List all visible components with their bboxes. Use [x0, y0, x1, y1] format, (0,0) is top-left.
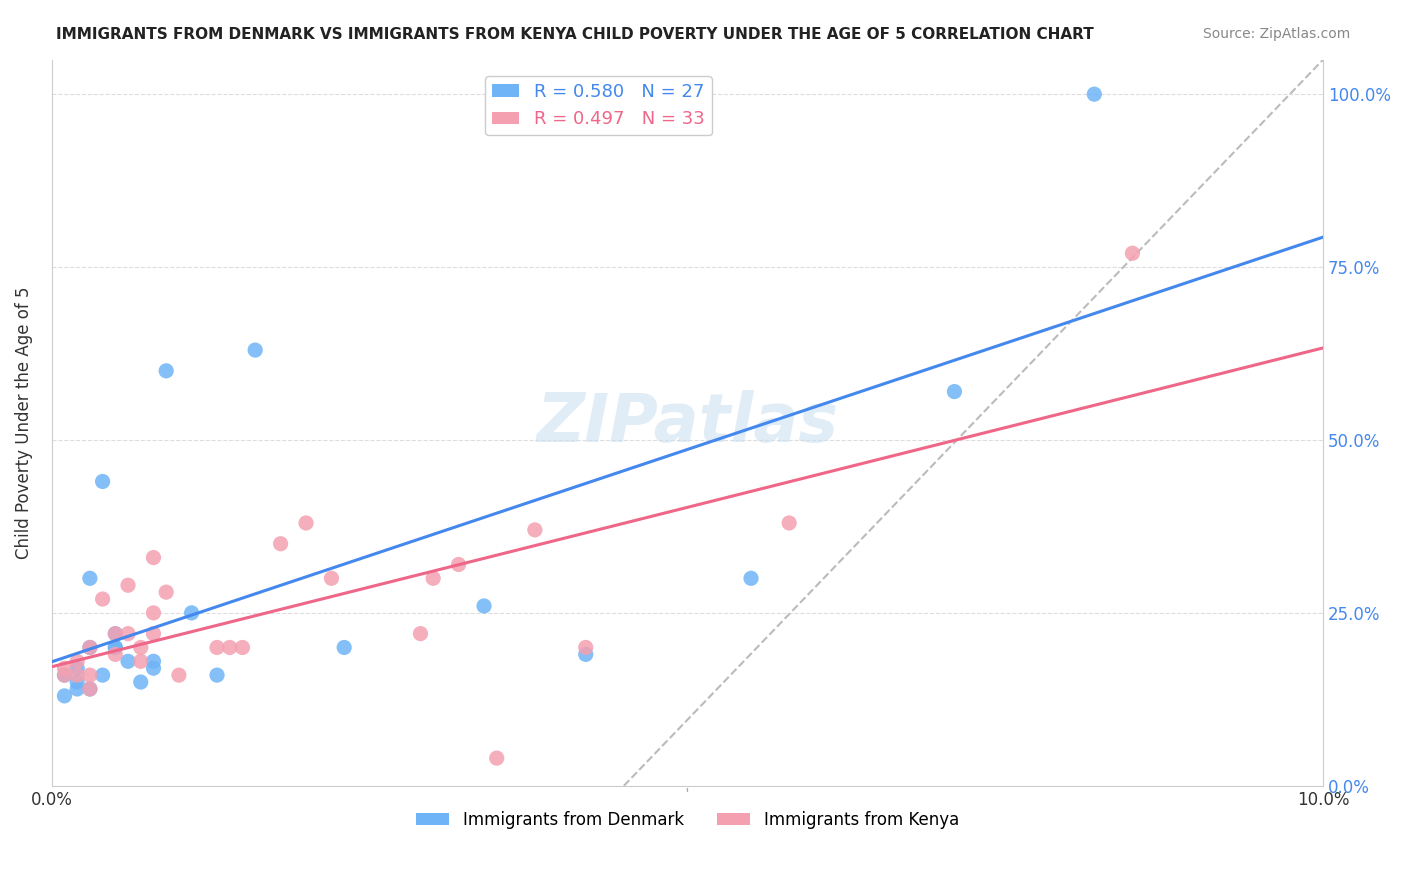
Point	[91, 592, 114, 607]
Point	[321, 571, 343, 585]
Point	[53, 668, 76, 682]
Point	[142, 626, 165, 640]
Point	[409, 626, 432, 640]
Point	[270, 537, 292, 551]
Point	[180, 606, 202, 620]
Point	[91, 475, 114, 489]
Text: ZIPatlas: ZIPatlas	[537, 390, 838, 456]
Point	[422, 571, 444, 585]
Point	[1083, 87, 1105, 102]
Point	[79, 668, 101, 682]
Point	[142, 550, 165, 565]
Point	[104, 626, 127, 640]
Legend: Immigrants from Denmark, Immigrants from Kenya: Immigrants from Denmark, Immigrants from…	[409, 805, 966, 836]
Point	[129, 654, 152, 668]
Point	[142, 661, 165, 675]
Text: IMMIGRANTS FROM DENMARK VS IMMIGRANTS FROM KENYA CHILD POVERTY UNDER THE AGE OF : IMMIGRANTS FROM DENMARK VS IMMIGRANTS FR…	[56, 27, 1094, 42]
Point	[104, 648, 127, 662]
Point	[129, 675, 152, 690]
Point	[243, 343, 266, 357]
Point	[142, 654, 165, 668]
Text: Source: ZipAtlas.com: Source: ZipAtlas.com	[1202, 27, 1350, 41]
Point	[155, 585, 177, 599]
Point	[575, 640, 598, 655]
Point	[142, 606, 165, 620]
Point	[333, 640, 356, 655]
Point	[79, 640, 101, 655]
Point	[66, 661, 89, 675]
Point	[1121, 246, 1143, 260]
Point	[53, 668, 76, 682]
Point	[79, 571, 101, 585]
Point	[104, 640, 127, 655]
Point	[79, 640, 101, 655]
Point	[218, 640, 240, 655]
Point	[66, 681, 89, 696]
Point	[485, 751, 508, 765]
Y-axis label: Child Poverty Under the Age of 5: Child Poverty Under the Age of 5	[15, 286, 32, 559]
Point	[295, 516, 318, 530]
Point	[523, 523, 546, 537]
Point	[117, 626, 139, 640]
Point	[740, 571, 762, 585]
Point	[575, 648, 598, 662]
Point	[167, 668, 190, 682]
Point	[104, 626, 127, 640]
Point	[155, 364, 177, 378]
Point	[79, 681, 101, 696]
Point	[472, 599, 495, 613]
Point	[205, 640, 228, 655]
Point	[205, 668, 228, 682]
Point	[79, 681, 101, 696]
Point	[53, 661, 76, 675]
Point	[91, 668, 114, 682]
Point	[104, 640, 127, 655]
Point	[117, 578, 139, 592]
Point	[117, 654, 139, 668]
Point	[447, 558, 470, 572]
Point	[53, 689, 76, 703]
Point	[129, 640, 152, 655]
Point	[66, 654, 89, 668]
Point	[66, 675, 89, 690]
Point	[778, 516, 800, 530]
Point	[943, 384, 966, 399]
Point	[66, 668, 89, 682]
Point	[231, 640, 253, 655]
